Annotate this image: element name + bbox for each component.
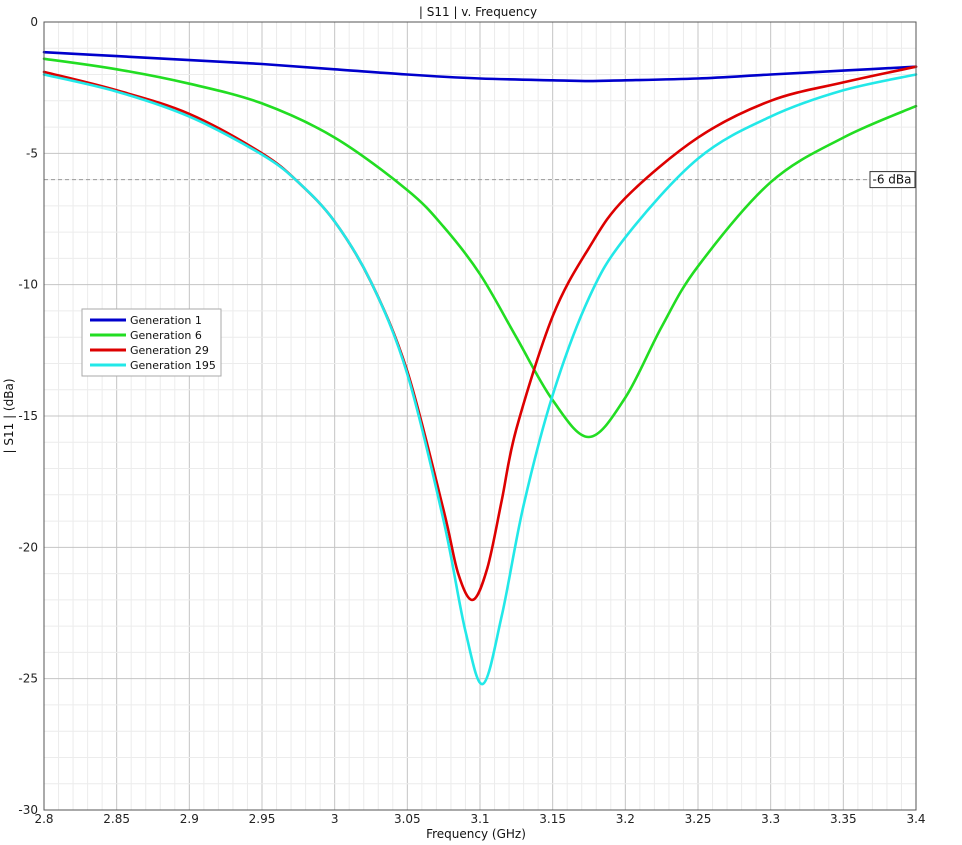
x-tick-label: 3.2	[616, 812, 635, 826]
x-tick-label: 3.4	[906, 812, 925, 826]
x-tick-label: 3.15	[539, 812, 566, 826]
x-tick-label: 2.85	[103, 812, 130, 826]
y-tick-label: 0	[30, 15, 38, 29]
series-line-generation-6	[42, 57, 918, 439]
series-group	[42, 50, 918, 686]
x-tick-label: 3	[331, 812, 339, 826]
x-tick-label: 3.25	[685, 812, 712, 826]
x-tick-label: 2.8	[34, 812, 53, 826]
series-line-generation-195	[42, 73, 918, 686]
x-tick-label: 3.3	[761, 812, 780, 826]
x-tick-label: 3.05	[394, 812, 421, 826]
y-tick-labels: 0 -5 -10 -15 -20 -25 -30	[18, 15, 38, 817]
chart-title: | S11 | v. Frequency	[419, 5, 537, 19]
legend-label-generation-29: Generation 29	[130, 344, 209, 357]
grid	[44, 22, 916, 810]
legend-label-generation-1: Generation 1	[130, 314, 202, 327]
y-tick-label: -20	[18, 540, 38, 554]
plot-frame	[43, 21, 917, 811]
x-tick-label: 2.9	[180, 812, 199, 826]
y-tick-label: -5	[26, 146, 38, 160]
reference-label-box	[869, 171, 916, 189]
legend-label-generation-6: Generation 6	[130, 329, 202, 342]
y-tick-label: -25	[18, 672, 38, 686]
x-tick-label: 3.35	[830, 812, 857, 826]
reference-line-group: -6 dBa	[44, 171, 916, 189]
x-tick-label: 2.95	[249, 812, 276, 826]
x-tick-label: 3.1	[470, 812, 489, 826]
y-tick-label: -15	[18, 409, 38, 423]
y-axis-label: | S11 | (dBa)	[2, 379, 16, 454]
reference-line-label: -6 dBa	[873, 173, 912, 187]
x-axis-label: Frequency (GHz)	[426, 827, 526, 841]
series-line-generation-1	[42, 50, 918, 83]
x-tick-labels: 2.8 2.85 2.9 2.95 3 3.05 3.1 3.15 3.2 3.25 3.3 3.35…	[34, 812, 925, 826]
legend-label-generation-195: Generation 195	[130, 359, 216, 372]
y-tick-label: -30	[18, 803, 38, 817]
y-tick-label: -10	[18, 278, 38, 292]
legend: Generation 1 Generation 6 Generation 29 Gen…	[81, 308, 222, 377]
